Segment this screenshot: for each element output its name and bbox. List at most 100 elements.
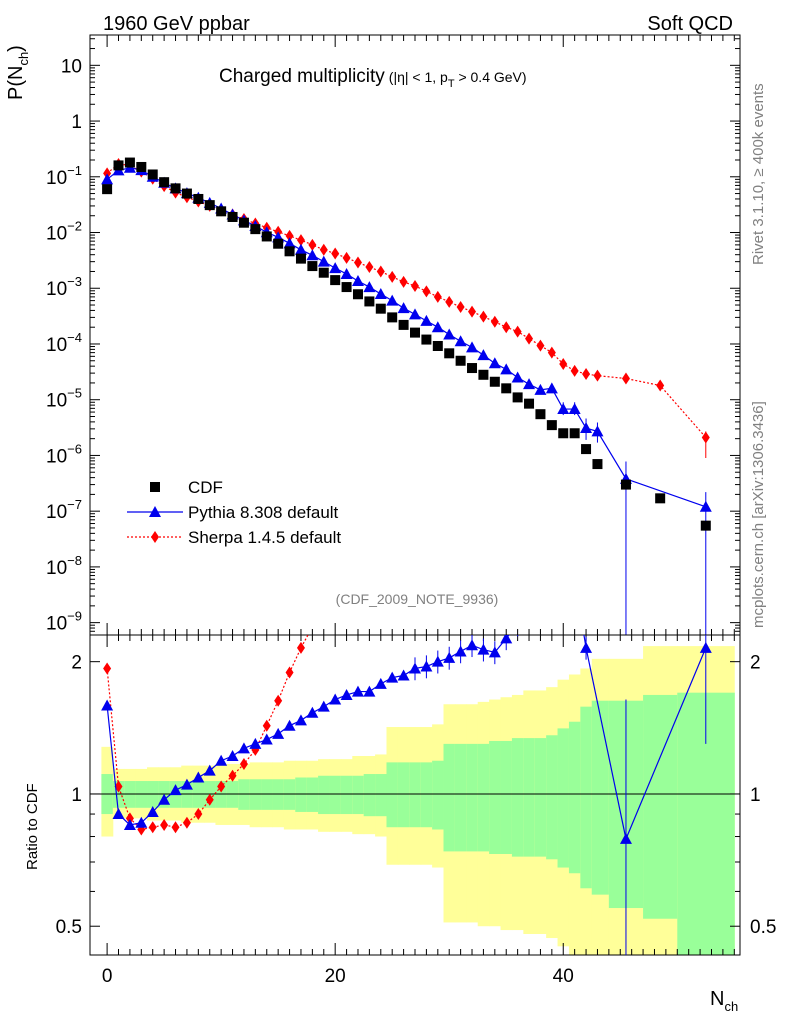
pythia-ratio-point: [512, 619, 524, 630]
cdf-point: [546, 420, 557, 431]
cdf-point: [387, 312, 398, 323]
sherpa-ratio-point: [228, 769, 237, 782]
pythia-ratio-point: [619, 832, 632, 844]
cdf-point: [620, 479, 631, 490]
pythia-point: [443, 328, 456, 340]
sherpa-ratio-point: [217, 780, 226, 793]
pythia-point: [101, 173, 114, 185]
sherpa-point: [479, 310, 488, 323]
sherpa-ratio-point: [125, 812, 134, 825]
stat-uncertainty-band: [523, 738, 536, 857]
sherpa-point: [525, 332, 534, 345]
sherpa-point: [468, 305, 477, 318]
sherpa-ratio-point: [182, 816, 191, 829]
cdf-point: [432, 340, 443, 351]
pythia-line: [106, 167, 706, 508]
header-category-label: Soft QCD: [647, 13, 733, 35]
sherpa-ratio-point: [171, 821, 180, 834]
analysis-watermark: (CDF_2009_NOTE_9936): [336, 591, 499, 607]
pythia-ratio-point: [466, 639, 479, 651]
stat-uncertainty-band: [329, 775, 342, 815]
ratio-tick-label-right: 0.5: [750, 917, 776, 938]
stat-uncertainty-band: [477, 743, 490, 852]
y-tick-label: 10−4: [46, 330, 82, 356]
pythia-ratio-point: [146, 805, 159, 817]
sherpa-point: [536, 339, 545, 352]
pythia-ratio-point: [363, 685, 376, 697]
pythia-ratio-point: [500, 635, 513, 644]
cdf-point: [592, 459, 603, 470]
stat-uncertainty-band: [420, 762, 433, 828]
sherpa-point: [547, 346, 556, 359]
y-tick-label: 10−6: [46, 441, 82, 467]
pythia-ratio-point: [101, 699, 114, 711]
stat-uncertainty-band: [511, 738, 524, 857]
cdf-point: [250, 224, 261, 235]
cdf-point: [261, 231, 272, 242]
pythia-ratio-point: [340, 688, 353, 700]
sherpa-point: [621, 372, 630, 385]
cdf-point: [364, 296, 375, 307]
stat-uncertainty-band: [340, 775, 353, 815]
stat-uncertainty-band: [500, 740, 513, 855]
cdf-point: [318, 267, 329, 278]
cdf-point: [238, 217, 249, 228]
pythia-point: [409, 308, 421, 320]
plot-title: Charged multiplicity (|η| < 1, pT > 0.4 G…: [219, 66, 527, 90]
cdf-point: [124, 157, 135, 168]
sherpa-point: [296, 234, 305, 247]
stat-uncertainty-band: [352, 775, 365, 815]
sherpa-ratio-point: [239, 757, 248, 770]
sherpa-point: [656, 379, 665, 392]
y-tick-label: 10−9: [46, 609, 82, 635]
pythia-point: [568, 403, 581, 415]
sherpa-point: [353, 256, 362, 269]
sherpa-point: [513, 325, 522, 338]
sherpa-point: [376, 265, 385, 278]
pythia-ratio-point: [431, 655, 444, 667]
mcplots-reference-label: mcplots.cern.ch [arXiv:1306.3436]: [750, 401, 767, 628]
sherpa-point: [445, 295, 454, 308]
x-tick-labels: 0 20 40: [102, 966, 574, 987]
pythia-point: [454, 335, 467, 347]
sherpa-point: [570, 364, 579, 377]
pythia-ratio-point: [488, 646, 501, 658]
pythia-point: [500, 363, 513, 375]
legend-sherpa-marker: [151, 531, 159, 543]
pythia-point: [545, 382, 558, 394]
cdf-point: [467, 363, 478, 374]
stat-uncertainty-band: [466, 743, 479, 852]
cdf-point: [113, 160, 124, 171]
sherpa-point: [388, 270, 397, 283]
cdf-point: [375, 303, 386, 314]
sherpa-ratio-point: [194, 808, 203, 821]
stat-uncertainty-band: [363, 774, 376, 817]
stat-uncertainty-band: [386, 762, 399, 828]
cdf-point: [444, 348, 455, 359]
sherpa-point: [456, 301, 465, 314]
y-axis-label: P(Nch): [5, 45, 31, 100]
legend: CDF Pythia 8.308 default Sherpa 1.4.5 defa…: [127, 478, 341, 547]
legend-label: Pythia 8.308 default: [188, 503, 339, 522]
legend-label: Sherpa 1.4.5 default: [188, 528, 341, 547]
pythia-ratio-point: [546, 550, 558, 561]
stat-uncertainty-band: [409, 762, 422, 828]
cdf-point: [136, 161, 147, 172]
ratio-axis-label: Ratio to CDF: [24, 783, 41, 870]
stat-uncertainty-band: [643, 694, 678, 919]
pythia-ratio-point: [443, 651, 456, 663]
sherpa-ratio-point: [331, 578, 339, 590]
sherpa-ratio-point: [354, 533, 362, 545]
cdf-point: [558, 428, 569, 439]
sherpa-ratio-point: [160, 818, 169, 831]
cdf-point: [655, 493, 666, 504]
pythia-ratio-point: [534, 598, 546, 609]
pythia-ratio-point: [374, 677, 387, 689]
sherpa-point: [559, 358, 568, 371]
pythia-ratio-point: [409, 662, 421, 674]
stat-uncertainty-band: [375, 774, 387, 817]
ratio-tick-labels: 2 2 1 1 0.5 0.5: [56, 653, 777, 939]
cdf-point: [581, 444, 592, 455]
pythia-ratio-point: [397, 669, 410, 681]
